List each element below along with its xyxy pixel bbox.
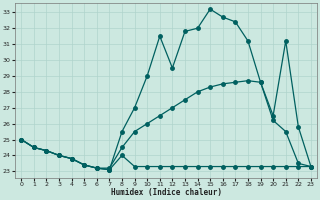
- X-axis label: Humidex (Indice chaleur): Humidex (Indice chaleur): [111, 188, 221, 197]
